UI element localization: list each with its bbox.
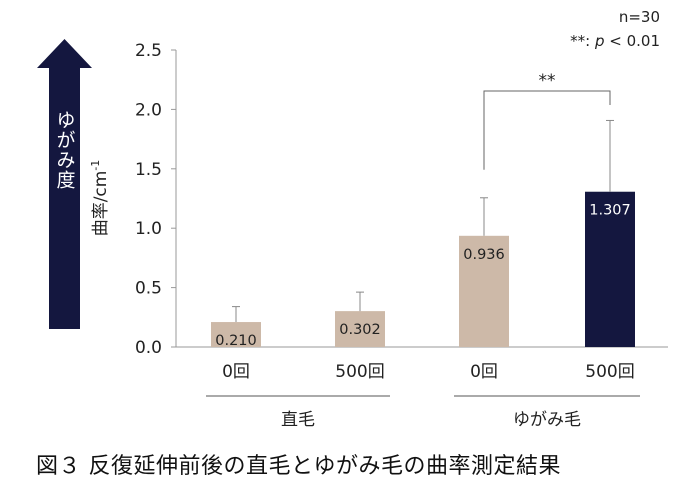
bar-value-label: 0.936	[463, 247, 505, 263]
sig-note-rest: < 0.01	[604, 32, 660, 50]
sample-size-note: n=30	[618, 8, 660, 26]
arrow-label: ゆがみ度	[54, 110, 76, 190]
y-axis-label-text: 曲率/cm	[91, 171, 111, 237]
sig-note-p: p	[594, 32, 605, 50]
y-tick-label: 0.5	[135, 279, 162, 299]
significance-bracket	[483, 90, 611, 170]
x-tick-label: 500回	[335, 362, 384, 382]
y-tick-label: 1.5	[135, 160, 162, 180]
bar	[335, 311, 385, 347]
y-tick-label: 2.5	[135, 41, 162, 61]
significance-note: **: p < 0.01	[570, 32, 660, 50]
significance-stars: **	[539, 71, 556, 91]
bar	[459, 235, 509, 347]
x-tick-label: 0回	[222, 362, 250, 382]
figure-caption: 図３ 反復延伸前後の直毛とゆがみ毛の曲率測定結果	[36, 454, 561, 479]
group-label: 直毛	[281, 410, 315, 430]
y-tick-label: 0.0	[135, 338, 162, 358]
y-axis-label-sup: -1	[89, 160, 102, 171]
curl-degree-arrow	[37, 39, 92, 329]
bar-value-label: 1.307	[589, 203, 631, 219]
sig-note-prefix: **:	[570, 32, 595, 50]
bar-value-label: 0.302	[339, 322, 381, 338]
x-tick-label: 0回	[470, 362, 498, 382]
x-tick-label: 500回	[585, 362, 634, 382]
curvature-bar-chart: 0.0 0.5 1.0 1.5 2.0 2.5 曲率/cm-1 0.210 0回 0.302 500…	[37, 39, 668, 430]
bar	[211, 322, 261, 347]
bar	[585, 191, 635, 347]
group-label: ゆがみ毛	[513, 410, 581, 430]
y-tick-label: 2.0	[135, 100, 162, 120]
bar-value-label: 0.210	[215, 333, 257, 349]
y-tick-label: 1.0	[135, 219, 162, 239]
y-axis-label: 曲率/cm-1	[89, 160, 111, 237]
